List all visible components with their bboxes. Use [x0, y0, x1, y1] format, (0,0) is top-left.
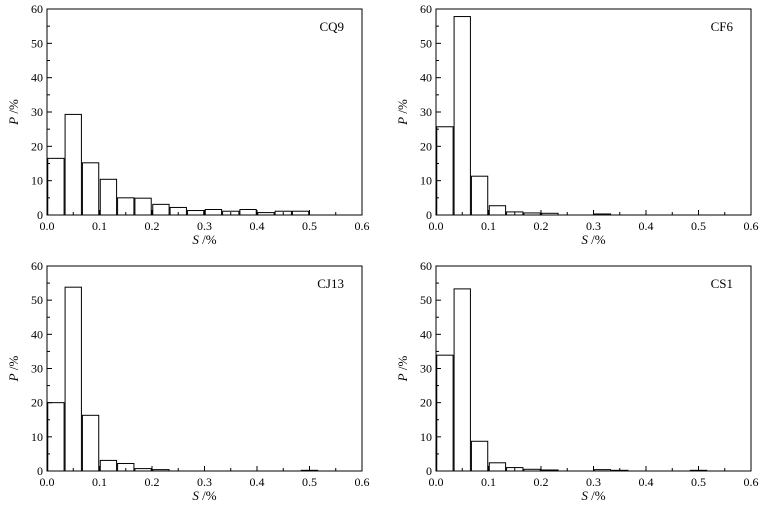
- y-tick-label: 0: [37, 208, 43, 222]
- bar: [64, 113, 82, 216]
- bar: [488, 462, 507, 472]
- y-tick-label: 0: [37, 464, 43, 478]
- y-tick-label: 20: [420, 396, 432, 410]
- x-tick-label: 0.0: [429, 219, 444, 233]
- bar: [152, 203, 170, 216]
- panel-label: CQ9: [319, 19, 344, 34]
- chart-panel-cq9: 0.0 0.1 0.2 0.3 0.4 0.5 0.6 0 10 20 30 40 50 60 S /% P …: [6, 2, 370, 247]
- bar: [453, 288, 471, 472]
- y-tick-label: 20: [420, 139, 432, 153]
- x-axis-title: S /%: [581, 232, 605, 247]
- chart-panel-cf6: 0.0 0.1 0.2 0.3 0.4 0.5 0.6 0 10 20 30 40 50 60 S /% P …: [395, 2, 759, 247]
- x-tick-label: 0.1: [92, 475, 107, 489]
- y-tick-label: 60: [31, 259, 43, 273]
- x-axis-title: S /%: [192, 488, 216, 503]
- bar: [436, 126, 454, 216]
- x-tick-label: 0.0: [429, 475, 444, 489]
- y-tick-label: 60: [420, 259, 432, 273]
- y-tick-label: 60: [420, 2, 432, 16]
- x-tick-label: 0.4: [250, 475, 265, 489]
- bar: [488, 205, 507, 216]
- chart-panel-cs1: 0.0 0.1 0.2 0.3 0.4 0.5 0.6 0 10 20 30 40 50 60 S /% P …: [395, 259, 759, 503]
- y-tick-label: 50: [420, 293, 432, 307]
- x-tick-label: 0.3: [197, 475, 212, 489]
- y-tick-label: 30: [31, 362, 43, 376]
- y-tick-label: 20: [31, 139, 43, 153]
- bar: [291, 210, 310, 216]
- y-tick-label: 50: [31, 293, 43, 307]
- bar: [47, 157, 65, 216]
- chart-panel-cj13: 0.0 0.1 0.2 0.3 0.4 0.5 0.6 0 10 20 30 40 50 60 S /% P …: [6, 259, 370, 503]
- x-tick-label: 0.2: [534, 219, 549, 233]
- y-tick-label: 10: [420, 174, 432, 188]
- y-tick-label: 40: [31, 327, 43, 341]
- panel-label: CJ13: [317, 276, 344, 291]
- y-tick-label: 30: [420, 105, 432, 119]
- bar: [436, 354, 454, 472]
- bar: [470, 440, 489, 472]
- x-tick-label: 0.6: [355, 219, 370, 233]
- bar: [470, 175, 489, 216]
- x-axis-title: S /%: [192, 232, 216, 247]
- x-tick-label: 0.0: [40, 475, 55, 489]
- bar: [99, 459, 118, 472]
- panel-label: CS1: [711, 276, 733, 291]
- x-tick-label: 0.4: [639, 475, 654, 489]
- x-tick-label: 0.6: [744, 475, 759, 489]
- x-tick-label: 0.2: [145, 475, 160, 489]
- x-tick-label: 0.0: [40, 219, 55, 233]
- x-axis-title: S /%: [581, 488, 605, 503]
- x-tick-label: 0.1: [481, 219, 496, 233]
- x-tick-label: 0.6: [355, 475, 370, 489]
- y-axis-title: P /%: [6, 356, 21, 383]
- x-tick-label: 0.3: [586, 219, 601, 233]
- bar: [81, 162, 100, 216]
- y-tick-label: 40: [31, 71, 43, 85]
- y-tick-label: 10: [31, 430, 43, 444]
- y-tick-label: 50: [31, 36, 43, 50]
- x-tick-label: 0.6: [744, 219, 759, 233]
- y-tick-label: 30: [420, 362, 432, 376]
- bar: [99, 178, 118, 216]
- y-tick-label: 10: [420, 430, 432, 444]
- x-tick-label: 0.2: [534, 475, 549, 489]
- y-tick-label: 40: [420, 71, 432, 85]
- plot-frame: [435, 265, 752, 472]
- x-tick-label: 0.5: [302, 475, 317, 489]
- y-tick-label: 0: [426, 208, 432, 222]
- y-axis-title: P /%: [395, 356, 410, 383]
- y-tick-label: 10: [31, 174, 43, 188]
- bar: [186, 210, 205, 216]
- x-tick-label: 0.5: [691, 219, 706, 233]
- x-tick-label: 0.1: [481, 475, 496, 489]
- x-tick-label: 0.5: [302, 219, 317, 233]
- bar: [453, 16, 471, 216]
- x-tick-label: 0.1: [92, 219, 107, 233]
- y-tick-label: 30: [31, 105, 43, 119]
- y-tick-label: 60: [31, 2, 43, 16]
- bar: [64, 286, 82, 472]
- x-tick-label: 0.5: [691, 475, 706, 489]
- bar: [81, 414, 100, 472]
- x-tick-label: 0.4: [250, 219, 265, 233]
- bar: [204, 209, 223, 216]
- x-tick-label: 0.3: [586, 475, 601, 489]
- y-axis-title: P /%: [395, 99, 410, 126]
- panel-label: CF6: [711, 19, 734, 34]
- y-tick-label: 40: [420, 327, 432, 341]
- x-tick-label: 0.3: [197, 219, 212, 233]
- y-tick-label: 0: [426, 464, 432, 478]
- bar: [134, 197, 152, 216]
- y-tick-label: 20: [31, 396, 43, 410]
- bar: [239, 209, 257, 216]
- x-tick-label: 0.4: [639, 219, 654, 233]
- y-axis-title: P /%: [6, 99, 21, 126]
- y-tick-label: 50: [420, 36, 432, 50]
- x-tick-label: 0.2: [145, 219, 160, 233]
